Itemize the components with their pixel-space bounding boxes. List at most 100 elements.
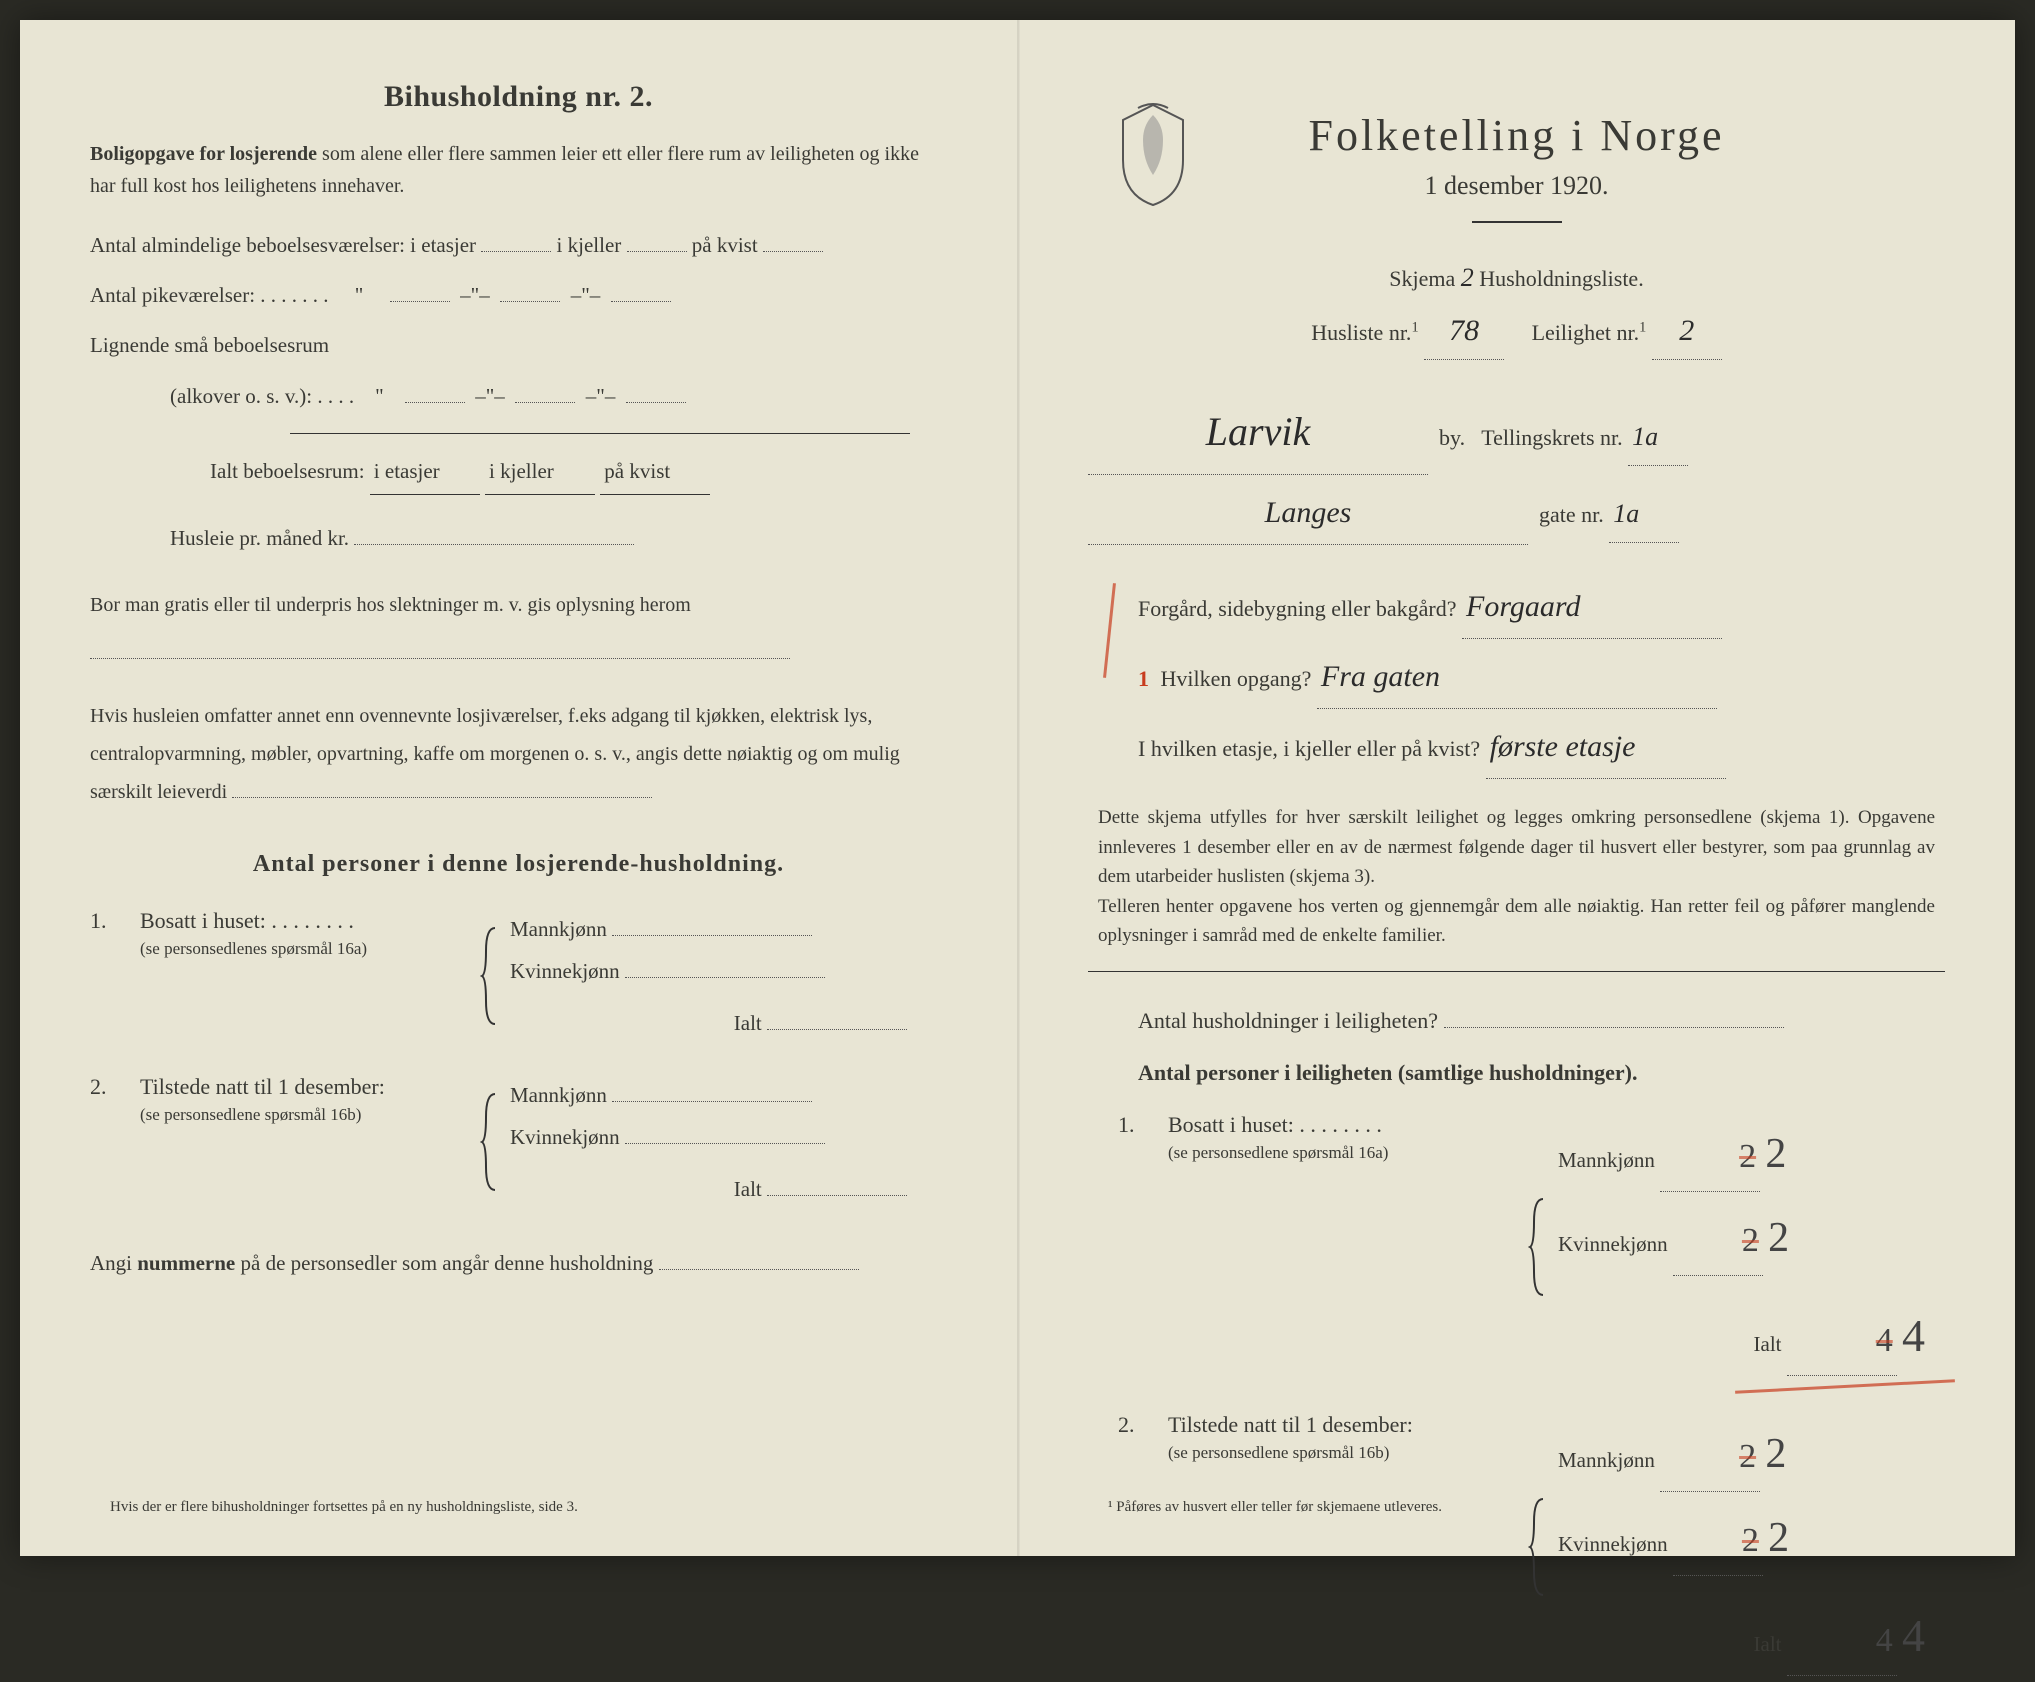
label-mann: Mannkjønn	[510, 917, 607, 941]
row-vaerelser: Antal almindelige beboelsesværelser: i e…	[90, 222, 947, 268]
num-1: 1.	[90, 908, 120, 1044]
label-mann2: Mannkjønn	[510, 1083, 607, 1107]
opgang-line: 1 Hvilken opgang? Fra gaten	[1138, 645, 1945, 709]
opgang-field: Fra gaten	[1317, 645, 1717, 709]
skjema-line: Skjema 2 Husholdningsliste.	[1088, 253, 1945, 302]
field-ialt2	[767, 1195, 907, 1196]
r-row-mann1: Mannkjønn 2 2	[1558, 1112, 1945, 1196]
antal-pers-label: Antal personer i leiligheten (samtlige h…	[1138, 1060, 1638, 1085]
r-label-mann2: Mannkjønn	[1558, 1448, 1655, 1472]
mann2-val: 2	[1739, 1438, 1756, 1475]
ialt1-val: 4	[1876, 1322, 1893, 1359]
tellingskrets-val: 1a	[1632, 422, 1658, 451]
gate-label: gate nr.	[1539, 502, 1604, 527]
skjema-val: 2	[1461, 263, 1474, 292]
gate-nr-field: 1a	[1609, 487, 1679, 543]
field-pike3	[611, 301, 671, 302]
r-field-ialt1: 4	[1787, 1307, 1897, 1376]
kvinne1-val2: 2	[1768, 1215, 1789, 1261]
kvinne1-val: 2	[1742, 1222, 1759, 1259]
label-ialt2: Ialt	[734, 1177, 762, 1201]
row-pike: Antal pikeværelser: . . . . . . . " –"– …	[90, 272, 947, 318]
r-item1-brace: Mannkjønn 2 2 Kvinnekjønn 2 2 Ialt	[1528, 1112, 1945, 1382]
tellingskrets-field: 1a	[1628, 410, 1688, 466]
field-mann1	[612, 935, 812, 936]
field-hvis	[232, 797, 652, 798]
label-ialt-bebo: Ialt beboelsesrum:	[210, 459, 365, 483]
row-husleie: Husleie pr. måned kr.	[170, 515, 947, 561]
r-item1-label: Bosatt i huset: . . . . . . . .	[1168, 1112, 1382, 1137]
mann1-val: 2	[1739, 1138, 1756, 1175]
item1-note: (se personsedlenes spørsmål 16a)	[140, 939, 367, 958]
leilighet-val: 2	[1679, 314, 1694, 347]
antal-pers-line: Antal personer i leiligheten (samtlige h…	[1138, 1050, 1945, 1096]
field-ialt1	[767, 1029, 907, 1030]
field-angi	[659, 1269, 859, 1270]
item2-brace: Mannkjønn Kvinnekjønn Ialt	[480, 1074, 947, 1210]
field-pike1	[390, 301, 450, 302]
r-row-kvinne1: Kvinnekjønn 2 2	[1558, 1196, 1945, 1280]
field-mann2	[612, 1101, 812, 1102]
label-kvist: på kvist	[692, 233, 758, 257]
r-label-ialt1: Ialt	[1754, 1332, 1782, 1356]
row-mann2: Mannkjønn	[510, 1074, 947, 1116]
row-mann1: Mannkjønn	[510, 908, 947, 950]
brace-icon	[1528, 1412, 1548, 1682]
instructions: Dette skjema utfylles for hver særskilt …	[1098, 803, 1935, 950]
r-num-2: 2.	[1118, 1412, 1148, 1682]
tellingskrets-label: Tellingskrets nr.	[1481, 425, 1622, 450]
field-kvist	[763, 251, 823, 252]
brace-icon	[480, 908, 500, 1044]
leilighet-label: Leilighet nr.	[1532, 320, 1640, 345]
r-item1-label-col: Bosatt i huset: . . . . . . . . (se pers…	[1168, 1112, 1508, 1382]
left-page: Bihusholdning nr. 2. Boligopgave for los…	[20, 20, 1018, 1556]
mann2-val2: 2	[1765, 1431, 1786, 1477]
label-borman: Bor man gratis eller til underpris hos s…	[90, 594, 691, 616]
label-husleie: Husleie pr. måned kr.	[170, 526, 349, 550]
right-page: Folketelling i Norge 1 desember 1920. Sk…	[1018, 20, 2015, 1556]
num-2: 2.	[90, 1074, 120, 1210]
title-rule	[1472, 221, 1562, 223]
ialt2-val: 4	[1876, 1622, 1893, 1659]
r-label-ialt2: Ialt	[1754, 1632, 1782, 1656]
gate-line: Langes gate nr. 1a	[1088, 481, 1945, 545]
field-husleie	[354, 544, 634, 545]
field-kjeller	[627, 251, 687, 252]
field-kvinne1	[625, 977, 825, 978]
r-item2-brace: Mannkjønn 2 2 Kvinnekjønn 2 2 Ialt	[1528, 1412, 1945, 1682]
gate-field: Langes	[1088, 481, 1528, 545]
r-row-ialt2: Ialt 4 4	[1558, 1590, 1945, 1682]
etasje-label: I hvilken etasje, i kjeller eller på kvi…	[1138, 736, 1480, 761]
field-ialt-etasjer: i etasjer	[370, 448, 480, 495]
item1-label-col: Bosatt i huset: . . . . . . . . (se pers…	[140, 908, 460, 1044]
item2-label: Tilstede natt til 1 desember:	[140, 1074, 385, 1099]
red-slash	[1103, 583, 1116, 678]
label-kvinne2: Kvinnekjønn	[510, 1125, 620, 1149]
row-angi: Angi nummerne på de personsedler som ang…	[90, 1240, 947, 1286]
by-field: Larvik	[1088, 390, 1428, 475]
field-borman	[90, 658, 790, 659]
husliste-field: 78	[1424, 302, 1504, 360]
red-underline	[1735, 1379, 1955, 1394]
r-item2-label-col: Tilstede natt til 1 desember: (se person…	[1168, 1412, 1508, 1682]
label-pike: Antal pikeværelser: . . . . . . .	[90, 283, 329, 307]
field-ialt-kvist: på kvist	[600, 448, 710, 495]
label-hvis: Hvis husleien omfatter annet enn ovennev…	[90, 705, 900, 803]
item2-label-col: Tilstede natt til 1 desember: (se person…	[140, 1074, 460, 1210]
label-ialt1: Ialt	[734, 1011, 762, 1035]
forgard-line: Forgård, sidebygning eller bakgård? Forg…	[1138, 575, 1945, 639]
gate-val: Langes	[1265, 496, 1352, 529]
item1-brace: Mannkjønn Kvinnekjønn Ialt	[480, 908, 947, 1044]
left-subsection: Antal personer i denne losjerende-hushol…	[90, 851, 947, 878]
row-ialt1: Ialt	[510, 1002, 947, 1044]
census-document: Bihusholdning nr. 2. Boligopgave for los…	[20, 20, 2015, 1556]
antal-hush-line: Antal husholdninger i leiligheten?	[1138, 998, 1945, 1044]
left-title: Bihusholdning nr. 2.	[90, 80, 947, 114]
opgang-label: Hvilken opgang?	[1161, 666, 1312, 691]
field-ialt-kjeller: i kjeller	[485, 448, 595, 495]
brace-icon	[1528, 1112, 1548, 1382]
crest-icon	[1113, 100, 1193, 210]
skjema-suffix: Husholdningsliste.	[1479, 266, 1643, 291]
r-item2-label: Tilstede natt til 1 desember:	[1168, 1412, 1413, 1437]
skjema-label: Skjema	[1389, 266, 1455, 291]
